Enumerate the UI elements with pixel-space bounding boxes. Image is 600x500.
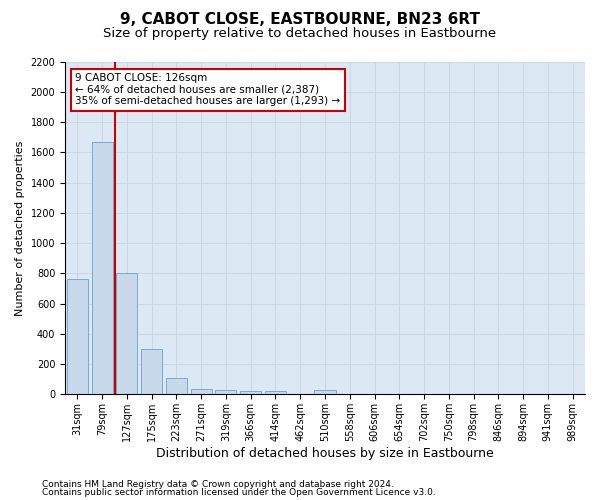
Y-axis label: Number of detached properties: Number of detached properties xyxy=(15,140,25,316)
Bar xyxy=(240,392,261,394)
Bar xyxy=(265,392,286,394)
Bar xyxy=(215,390,236,394)
Text: Contains public sector information licensed under the Open Government Licence v3: Contains public sector information licen… xyxy=(42,488,436,497)
Text: 9 CABOT CLOSE: 126sqm
← 64% of detached houses are smaller (2,387)
35% of semi-d: 9 CABOT CLOSE: 126sqm ← 64% of detached … xyxy=(76,73,341,106)
Bar xyxy=(92,142,113,394)
Bar xyxy=(67,280,88,394)
Bar xyxy=(116,274,137,394)
Bar xyxy=(191,388,212,394)
Text: 9, CABOT CLOSE, EASTBOURNE, BN23 6RT: 9, CABOT CLOSE, EASTBOURNE, BN23 6RT xyxy=(120,12,480,28)
Bar xyxy=(166,378,187,394)
Text: Size of property relative to detached houses in Eastbourne: Size of property relative to detached ho… xyxy=(103,28,497,40)
Text: Contains HM Land Registry data © Crown copyright and database right 2024.: Contains HM Land Registry data © Crown c… xyxy=(42,480,394,489)
Bar xyxy=(314,390,335,394)
X-axis label: Distribution of detached houses by size in Eastbourne: Distribution of detached houses by size … xyxy=(156,447,494,460)
Bar xyxy=(141,349,162,395)
